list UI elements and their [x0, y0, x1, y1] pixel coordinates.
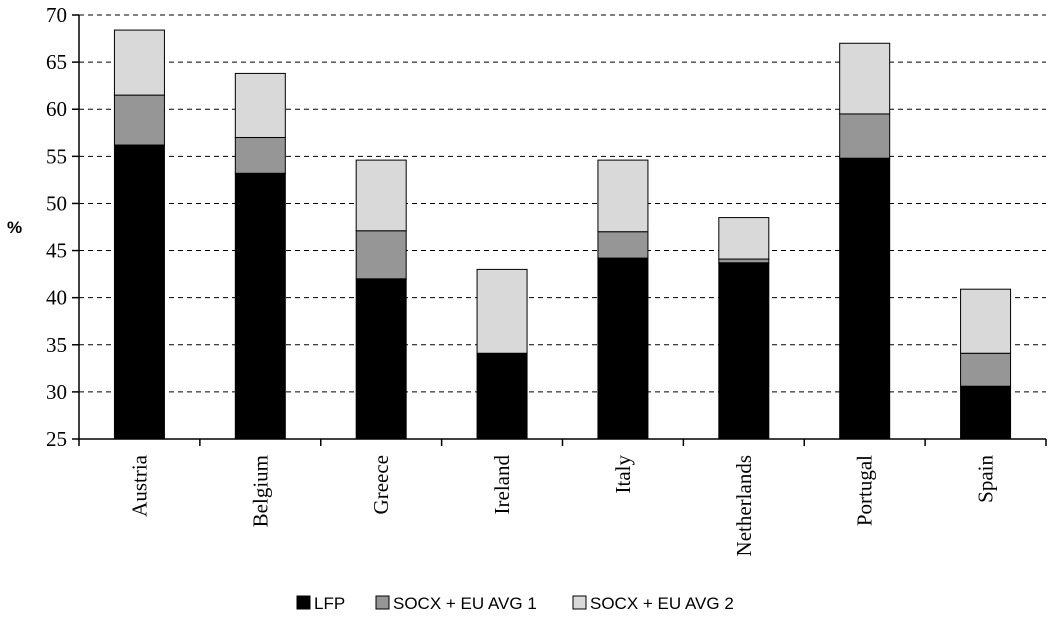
bar-spain-series-3: [960, 288, 1012, 354]
legend-label-3: SOCX + EU AVG 2: [590, 594, 734, 613]
bar-portugal-series-2: [839, 113, 891, 159]
y-tick-label: 35: [46, 333, 67, 357]
bar-portugal-series-3: [839, 42, 891, 115]
bar-italy-series-2: [597, 231, 649, 259]
bar-austria-series-2: [113, 94, 165, 146]
x-ticks: Austria Belgium Greece Ireland Italy Netherla…: [78, 439, 1047, 556]
y-axis-label: %: [7, 218, 22, 237]
bar-italy-series-1: [597, 257, 649, 440]
bar-portugal-series-1: [839, 157, 891, 440]
legend-label-2: SOCX + EU AVG 1: [393, 594, 537, 613]
x-tick-label: Spain: [974, 455, 998, 503]
bar-netherlands-series-1: [718, 262, 770, 440]
y-tick-label: 50: [46, 191, 67, 215]
bar-netherlands-series-2: [718, 258, 770, 264]
legend-swatch-3: [572, 595, 587, 610]
x-tick-label: Netherlands: [732, 455, 756, 556]
y-tick-label: 30: [46, 380, 67, 404]
bar-belgium-series-3: [234, 72, 286, 138]
bar-greece-series-1: [355, 278, 407, 440]
y-tick-label: 70: [46, 3, 67, 27]
bar-belgium-series-1: [234, 172, 286, 440]
x-tick-label: Portugal: [853, 455, 877, 526]
x-tick-label: Greece: [369, 455, 393, 514]
bar-ireland-series-1: [476, 352, 528, 440]
y-tick-label: 65: [46, 50, 67, 74]
x-tick-label: Italy: [611, 455, 635, 494]
bar-greece-series-2: [355, 230, 407, 280]
axes: [78, 15, 1046, 440]
y-ticks: 25 30 35 40 45 50 55 60 65 70: [46, 3, 79, 451]
x-tick-label: Belgium: [248, 455, 272, 527]
bar-italy-series-3: [597, 159, 649, 233]
bar-greece-series-3: [355, 159, 407, 232]
x-tick-label: Austria: [127, 454, 151, 517]
y-tick-label: 60: [46, 97, 67, 121]
legend-label-1: LFP: [314, 594, 345, 613]
legend-swatch-1: [296, 595, 311, 610]
x-tick-label: Ireland: [490, 455, 514, 515]
y-tick-label: 55: [46, 144, 67, 168]
bar-spain-series-2: [960, 352, 1012, 387]
grid-lines: [79, 14, 1046, 393]
bar-ireland-series-3: [476, 268, 528, 354]
bar-belgium-series-2: [234, 136, 286, 174]
legend: LFP SOCX + EU AVG 1 SOCX + EU AVG 2: [296, 594, 734, 613]
bar-austria-series-1: [113, 144, 165, 440]
bar-netherlands-series-3: [718, 217, 770, 260]
y-tick-label: 25: [46, 427, 67, 451]
y-tick-label: 40: [46, 286, 67, 310]
bar-spain-series-1: [960, 385, 1012, 440]
legend-swatch-2: [375, 595, 390, 610]
bar-austria-series-3: [113, 29, 165, 96]
bars: [113, 29, 1012, 440]
y-tick-label: 45: [46, 239, 67, 263]
